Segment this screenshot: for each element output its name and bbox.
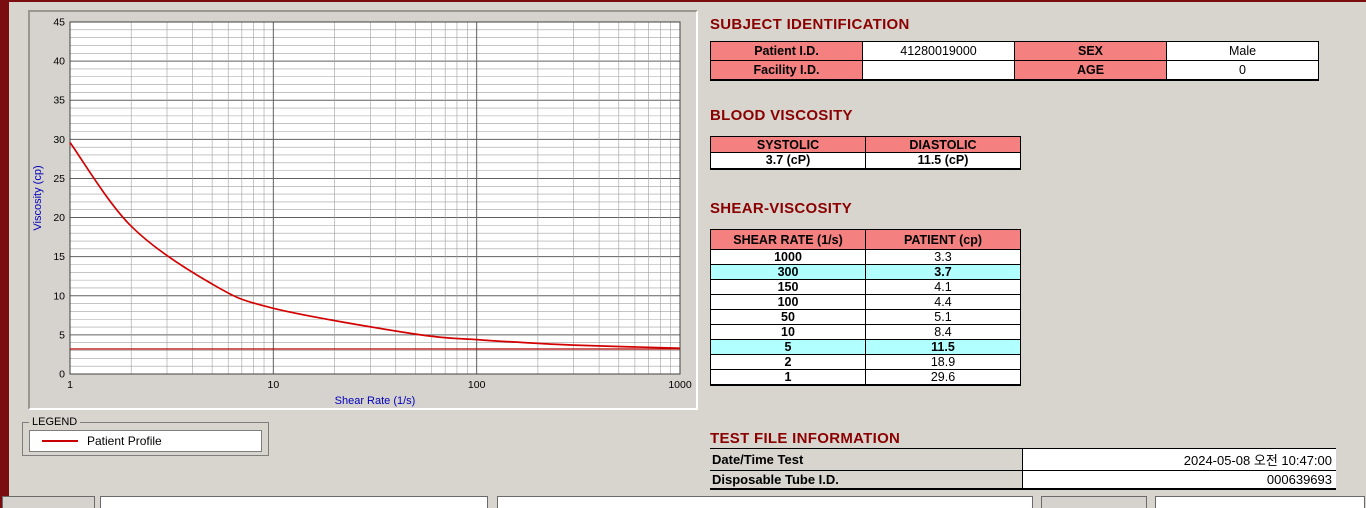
test-file-information-title: TEST FILE INFORMATION <box>710 430 901 447</box>
patient-viscosity-cell: 4.1 <box>865 279 1021 295</box>
bottom-panel-fragment <box>1041 496 1147 508</box>
subject-identification-title: SUBJECT IDENTIFICATION <box>710 16 910 33</box>
patient-viscosity-cell: 11.5 <box>865 339 1021 355</box>
patient-viscosity-cell: 3.3 <box>865 249 1021 265</box>
facility-id-label: Facility I.D. <box>710 60 863 80</box>
patient-column-header: PATIENT (cp) <box>865 229 1021 250</box>
svg-text:30: 30 <box>53 134 65 146</box>
test-file-information-table: Date/Time Test 2024-05-08 오전 10:47:00 Di… <box>710 448 1336 490</box>
shear-rate-cell: 10 <box>710 324 866 340</box>
shear-viscosity-title: SHEAR-VISCOSITY <box>710 200 853 217</box>
svg-text:25: 25 <box>53 173 65 185</box>
diastolic-value: 11.5 (cP) <box>865 152 1021 169</box>
date-time-test-label: Date/Time Test <box>710 448 1023 471</box>
bottom-panel-fragment <box>497 496 1033 508</box>
patient-viscosity-cell: 5.1 <box>865 309 1021 325</box>
report-details-column: SUBJECT IDENTIFICATION Patient I.D. 4128… <box>710 0 1358 508</box>
table-row: Facility I.D. AGE 0 <box>710 60 1319 80</box>
patient-viscosity-cell: 29.6 <box>865 369 1021 386</box>
shear-rate-cell: 1000 <box>710 249 866 265</box>
blood-viscosity-title: BLOOD VISCOSITY <box>710 107 853 124</box>
svg-text:100: 100 <box>468 379 486 391</box>
patient-viscosity-cell: 3.7 <box>865 264 1021 280</box>
bottom-panel-fragment <box>2 496 95 508</box>
table-row: 3.7 (cP) 11.5 (cP) <box>710 152 1021 169</box>
shear-rate-cell: 100 <box>710 294 866 310</box>
legend-entry: Patient Profile <box>29 430 262 452</box>
svg-text:20: 20 <box>53 212 65 224</box>
table-row: Disposable Tube I.D. 000639693 <box>710 470 1336 489</box>
svg-text:10: 10 <box>53 290 65 302</box>
sex-value: Male <box>1166 41 1319 61</box>
svg-text:35: 35 <box>53 95 65 107</box>
svg-text:0: 0 <box>59 369 65 381</box>
patient-viscosity-cell: 8.4 <box>865 324 1021 340</box>
systolic-header: SYSTOLIC <box>710 136 866 153</box>
shear-table-row: 300 3.7 <box>710 264 1021 280</box>
shear-rate-column-header: SHEAR RATE (1/s) <box>710 229 866 250</box>
table-header-row: SHEAR RATE (1/s) PATIENT (cp) <box>710 229 1021 250</box>
shear-table-row: 1 29.6 <box>710 369 1021 386</box>
patient-viscosity-cell: 18.9 <box>865 354 1021 370</box>
shear-rate-cell: 300 <box>710 264 866 280</box>
disposable-tube-id-label: Disposable Tube I.D. <box>710 470 1023 489</box>
bottom-panel-fragment <box>100 496 488 508</box>
svg-text:15: 15 <box>53 251 65 263</box>
sex-label: SEX <box>1014 41 1167 61</box>
svg-text:1000: 1000 <box>668 379 692 391</box>
facility-id-value <box>862 60 1015 80</box>
window-top-stripe <box>0 0 1366 2</box>
patient-viscosity-cell: 4.4 <box>865 294 1021 310</box>
shear-rate-cell: 1 <box>710 369 866 386</box>
table-row: SYSTOLIC DIASTOLIC <box>710 136 1021 153</box>
diastolic-header: DIASTOLIC <box>865 136 1021 153</box>
shear-viscosity-chart: 45 40 35 30 25 20 15 10 5 01 10 100 1000 Viscosity (c… <box>32 17 692 408</box>
svg-text:40: 40 <box>53 56 65 68</box>
date-time-test-value: 2024-05-08 오전 10:47:00 <box>1022 448 1336 471</box>
svg-text:5: 5 <box>59 329 65 341</box>
disposable-tube-id-value: 000639693 <box>1022 470 1336 489</box>
shear-rate-cell: 150 <box>710 279 866 295</box>
age-value: 0 <box>1166 60 1319 80</box>
shear-table-row: 5 11.5 <box>710 339 1021 355</box>
window-left-stripe <box>0 0 9 508</box>
shear-table-row: 10 8.4 <box>710 324 1021 340</box>
table-row: Date/Time Test 2024-05-08 오전 10:47:00 <box>710 448 1336 471</box>
bottom-panel-fragment <box>1155 496 1365 508</box>
shear-viscosity-chart-panel: 45 40 35 30 25 20 15 10 5 0 1 10 100 1000 Viscosity (c… <box>28 10 698 410</box>
shear-rate-cell: 2 <box>710 354 866 370</box>
svg-text:10: 10 <box>267 379 279 391</box>
chart-legend-box: LEGEND Patient Profile <box>22 416 269 456</box>
table-row: Patient I.D. 41280019000 SEX Male <box>710 41 1319 61</box>
svg-text:Shear Rate (1/s): Shear Rate (1/s) <box>335 395 416 407</box>
patient-id-value: 41280019000 <box>862 41 1015 61</box>
shear-table-row: 150 4.1 <box>710 279 1021 295</box>
shear-rate-cell: 50 <box>710 309 866 325</box>
systolic-value: 3.7 (cP) <box>710 152 866 169</box>
shear-table-row: 100 4.4 <box>710 294 1021 310</box>
legend-entry-label: Patient Profile <box>87 434 162 448</box>
svg-text:1: 1 <box>67 379 73 391</box>
patient-id-label: Patient I.D. <box>710 41 863 61</box>
svg-text:45: 45 <box>53 17 65 29</box>
blood-viscosity-table: SYSTOLIC DIASTOLIC 3.7 (cP) 11.5 (cP) <box>710 136 1021 170</box>
shear-table-row: 2 18.9 <box>710 354 1021 370</box>
shear-viscosity-table: SHEAR RATE (1/s) PATIENT (cp) 1000 3.3 300… <box>710 229 1021 386</box>
svg-text:Viscosity (cp): Viscosity (cp) <box>32 165 44 230</box>
shear-table-row: 50 5.1 <box>710 309 1021 325</box>
age-label: AGE <box>1014 60 1167 80</box>
legend-title: LEGEND <box>32 416 78 428</box>
shear-rate-cell: 5 <box>710 339 866 355</box>
subject-identification-table: Patient I.D. 41280019000 SEX Male Facili… <box>710 41 1319 81</box>
shear-table-row: 1000 3.3 <box>710 249 1021 265</box>
patient-profile-line-swatch <box>42 440 78 442</box>
